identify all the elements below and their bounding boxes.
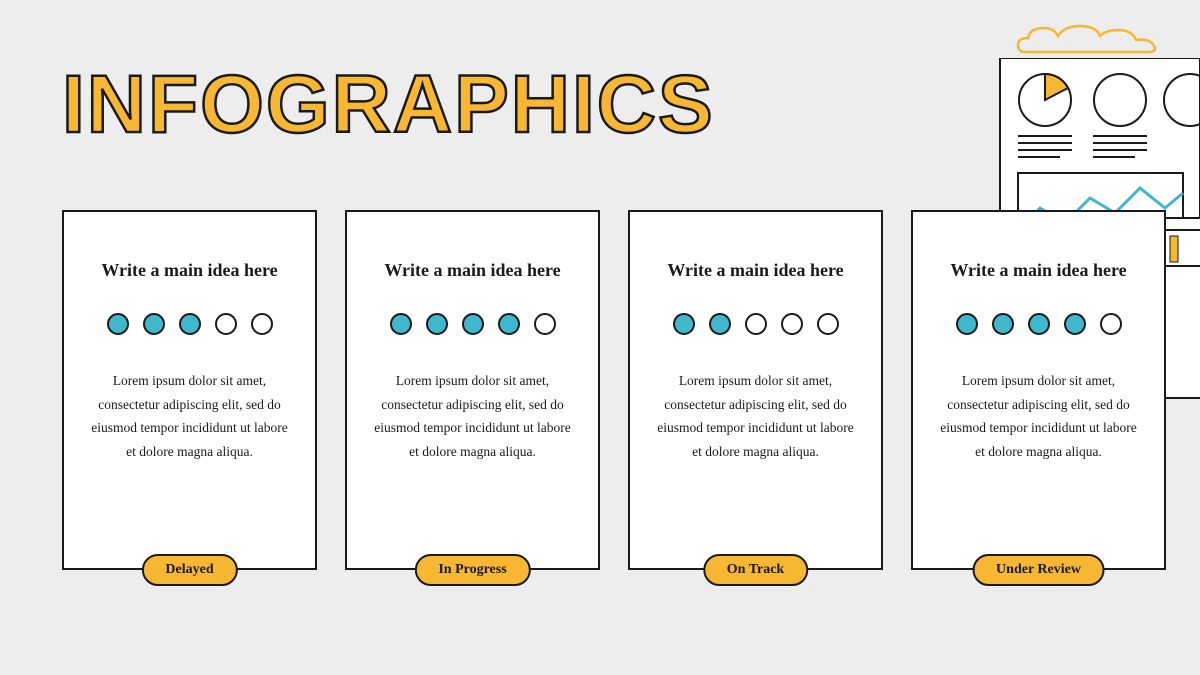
status-card: Write a main idea here Lorem ipsum dolor… — [911, 210, 1166, 570]
progress-dot — [107, 313, 129, 335]
progress-dot — [179, 313, 201, 335]
status-card: Write a main idea here Lorem ipsum dolor… — [628, 210, 883, 570]
progress-dot — [992, 313, 1014, 335]
progress-dot — [143, 313, 165, 335]
progress-dots — [369, 313, 576, 335]
progress-dot — [1100, 313, 1122, 335]
status-card: Write a main idea here Lorem ipsum dolor… — [62, 210, 317, 570]
progress-dot — [534, 313, 556, 335]
progress-dots — [652, 313, 859, 335]
progress-dot — [781, 313, 803, 335]
status-pill: In Progress — [414, 554, 530, 586]
progress-dot — [251, 313, 273, 335]
status-card: Write a main idea here Lorem ipsum dolor… — [345, 210, 600, 570]
status-pill: Delayed — [141, 554, 237, 586]
card-body: Lorem ipsum dolor sit amet, consectetur … — [369, 369, 576, 464]
progress-dots — [86, 313, 293, 335]
progress-dot — [956, 313, 978, 335]
progress-dot — [498, 313, 520, 335]
card-title: Write a main idea here — [935, 260, 1142, 281]
progress-dot — [426, 313, 448, 335]
progress-dot — [462, 313, 484, 335]
progress-dot — [1028, 313, 1050, 335]
status-pill: On Track — [703, 554, 808, 586]
progress-dot — [215, 313, 237, 335]
cloud-icon — [1010, 20, 1170, 60]
status-pill: Under Review — [972, 554, 1105, 586]
progress-dot — [709, 313, 731, 335]
cards-row: Write a main idea here Lorem ipsum dolor… — [62, 210, 1166, 570]
card-title: Write a main idea here — [652, 260, 859, 281]
progress-dot — [745, 313, 767, 335]
card-body: Lorem ipsum dolor sit amet, consectetur … — [86, 369, 293, 464]
card-body: Lorem ipsum dolor sit amet, consectetur … — [935, 369, 1142, 464]
card-title: Write a main idea here — [86, 260, 293, 281]
card-title: Write a main idea here — [369, 260, 576, 281]
progress-dot — [817, 313, 839, 335]
progress-dots — [935, 313, 1142, 335]
card-body: Lorem ipsum dolor sit amet, consectetur … — [652, 369, 859, 464]
progress-dot — [1064, 313, 1086, 335]
progress-dot — [673, 313, 695, 335]
progress-dot — [390, 313, 412, 335]
page-title: INFOGRAPHICS — [62, 58, 715, 152]
